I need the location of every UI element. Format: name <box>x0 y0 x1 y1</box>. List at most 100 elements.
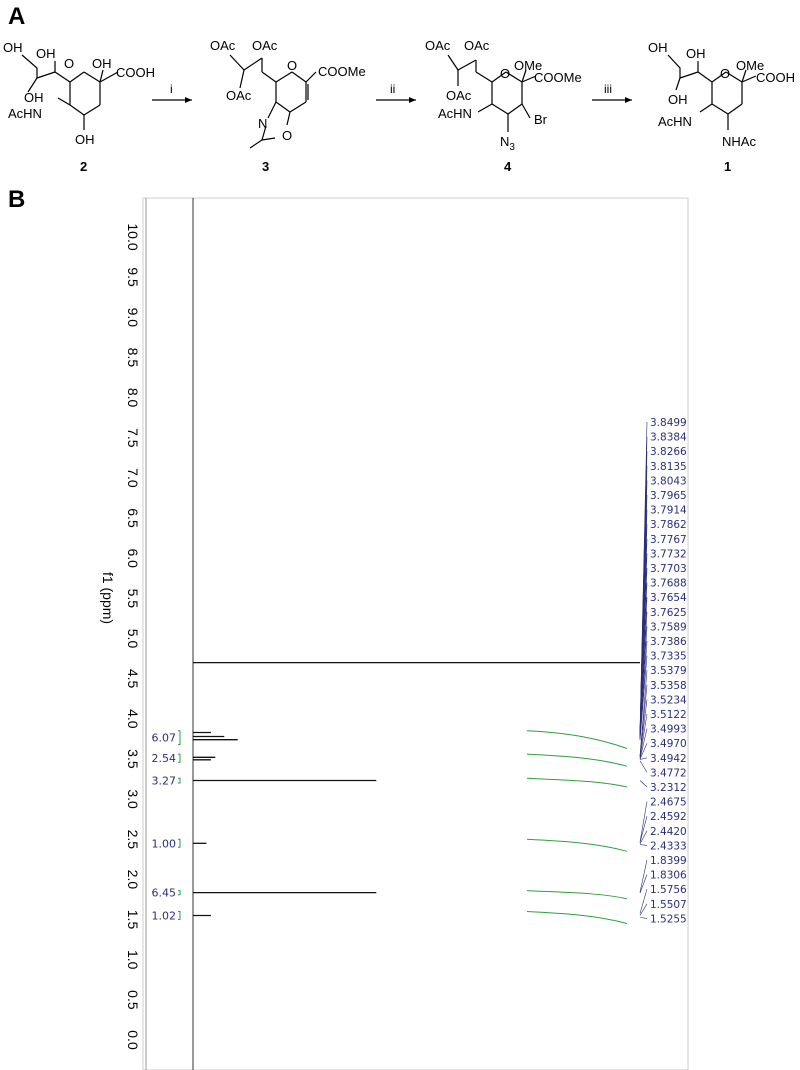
compound-2-cooh: COOH <box>116 65 155 80</box>
reaction-scheme: OH OH O OH COOH OH AcHN OH 2 i <box>3 38 795 174</box>
peak-label: 2.4420 <box>650 826 687 838</box>
peak-leader <box>639 874 648 894</box>
axis-tick-label: 9.5 <box>125 267 141 287</box>
compound-3-oac: OAc <box>226 88 252 103</box>
axis-tick-label: 6.5 <box>125 508 141 528</box>
axis-tick-label: 7.5 <box>125 428 141 448</box>
peak-label: 3.7862 <box>650 519 687 531</box>
compound-2-oh: OH <box>92 56 112 71</box>
compound-1-cooh: COOH <box>756 70 795 85</box>
compound-3-oxazoline-n: N <box>258 116 267 131</box>
integral-bracket <box>178 777 181 784</box>
compound-1-oh: OH <box>648 40 668 55</box>
compound-2-achn: AcHN <box>8 106 42 121</box>
compound-3-oxazoline-o: O <box>282 128 292 143</box>
compound-2-oh: OH <box>75 132 95 147</box>
compound-2-number: 2 <box>80 159 87 174</box>
peak-label: 3.4993 <box>650 724 687 736</box>
compound-4-br: Br <box>534 112 548 127</box>
reagent-label-i: i <box>170 82 173 96</box>
axis-tick-label: 4.0 <box>125 709 141 729</box>
integral-value: 2.54 <box>152 752 177 765</box>
compound-4-achn: AcHN <box>438 106 472 121</box>
compound-4-azide: N3 <box>500 134 515 153</box>
axis-title: f1 (ppm) <box>100 572 116 624</box>
peak-label: 1.8399 <box>650 855 687 867</box>
integral-bracket <box>178 890 181 896</box>
axis-tick-label: 2.5 <box>125 830 141 850</box>
peak-leader <box>639 917 648 919</box>
peak-label: 2.4675 <box>650 797 687 809</box>
axis-tick-label: 0.0 <box>125 1030 141 1050</box>
peak-label: 3.7688 <box>650 578 687 590</box>
peak-label: 3.4942 <box>650 753 687 765</box>
axis-tick-label: 3.0 <box>125 789 141 809</box>
axis-tick-label: 6.0 <box>125 548 141 568</box>
peak-label: 1.5507 <box>650 899 687 911</box>
plot-frame <box>142 197 689 1070</box>
axis-tick-label: 8.0 <box>125 388 141 408</box>
peak-label: 3.7625 <box>650 607 687 619</box>
axis-tick-label: 10.0 <box>125 223 141 250</box>
peak-label: 3.7386 <box>650 636 687 648</box>
compound-3-oac: OAc <box>210 38 236 53</box>
spectrum-trace <box>193 661 640 917</box>
compound-1-ring-oxygen: O <box>720 66 730 81</box>
compound-2-oh: OH <box>36 46 56 61</box>
peak-leader <box>639 859 648 893</box>
peak-label: 3.5234 <box>650 694 687 706</box>
integral-value: 6.45 <box>152 887 177 900</box>
integral-bracket <box>178 753 181 763</box>
peak-label: 3.4772 <box>650 767 687 779</box>
integral-value: 1.00 <box>152 837 177 850</box>
compound-1-achn: AcHN <box>658 114 692 129</box>
peak-label: 2.4592 <box>650 811 687 823</box>
peak-label: 1.5756 <box>650 884 687 896</box>
compound-4-ome: OMe <box>514 58 542 73</box>
peak-leader <box>639 655 648 741</box>
peak-label: 3.7914 <box>650 505 687 517</box>
peak-label: 3.7965 <box>650 490 687 502</box>
peak-leader <box>639 816 648 843</box>
compound-3-ring-oxygen: O <box>287 58 297 73</box>
peak-leader <box>639 889 648 914</box>
axis-tick-label: 1.5 <box>125 910 141 930</box>
peak-label: 3.5379 <box>650 665 687 677</box>
compound-1-oh: OH <box>668 92 688 107</box>
compound-1-ome: OMe <box>736 58 764 73</box>
peak-leader <box>639 684 648 757</box>
integral-value: 1.02 <box>152 910 177 923</box>
compound-4-ring-oxygen: O <box>500 66 510 81</box>
peak-leader <box>639 757 648 760</box>
compound-3-coome: COOMe <box>318 64 366 79</box>
compound-2-structure <box>21 54 119 130</box>
axis-tick-label: 0.5 <box>125 990 141 1010</box>
integral-bracket <box>178 730 181 745</box>
compound-1-number: 1 <box>724 159 731 174</box>
peak-label: 3.7335 <box>650 651 687 663</box>
peak-leader <box>639 743 648 760</box>
compound-4-structure <box>447 54 537 132</box>
peak-label: 3.8499 <box>650 417 687 429</box>
compound-4-oac: OAc <box>446 88 472 103</box>
compound-1-structure <box>667 54 757 130</box>
peak-label: 3.5358 <box>650 680 687 692</box>
axis-tick-label: 9.0 <box>125 308 141 328</box>
compound-4-oac: OAc <box>425 38 451 53</box>
axis-tick-label: 4.5 <box>125 669 141 689</box>
integral-curve <box>526 777 628 788</box>
compound-4-oac: OAc <box>464 38 490 53</box>
peak-label: 3.8266 <box>650 446 687 458</box>
peak-leader <box>639 713 648 759</box>
peak-label: 3.4970 <box>650 738 687 750</box>
peak-leader <box>639 903 648 916</box>
reagent-label-ii: ii <box>390 82 395 96</box>
peak-leader <box>639 844 648 846</box>
integral-bracket <box>178 838 181 848</box>
axis-tick-label: 3.5 <box>125 749 141 769</box>
compound-4-number: 4 <box>504 159 512 174</box>
peak-label: 3.7767 <box>650 534 687 546</box>
compound-3-oac: OAc <box>252 38 278 53</box>
peak-label: 1.8306 <box>650 870 687 882</box>
